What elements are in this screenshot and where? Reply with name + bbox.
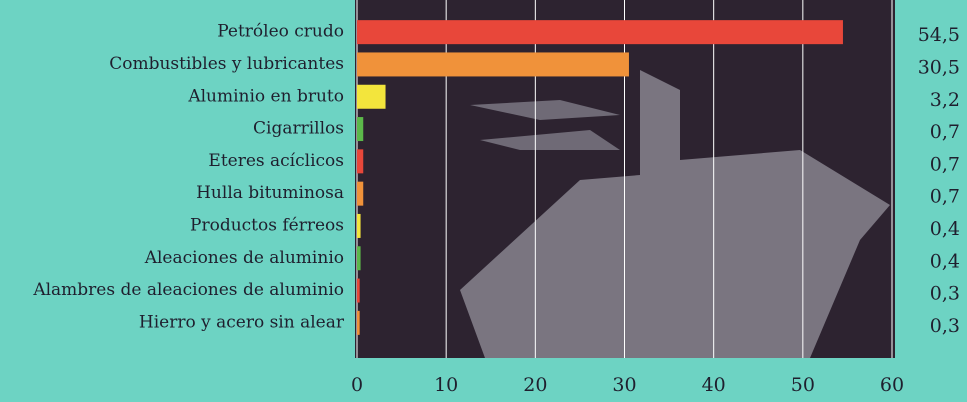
value-label: 30,5: [918, 56, 960, 78]
bar: [357, 84, 386, 109]
x-tick-label: 10: [434, 374, 458, 396]
y-tick-label: Cigarrillos: [253, 119, 344, 139]
x-tick-label: 20: [523, 374, 547, 396]
y-tick-label: Productos férreos: [190, 215, 344, 235]
bar: [357, 213, 361, 238]
y-tick-label: Alambres de aleaciones de aluminio: [32, 280, 344, 300]
ship-decoration: [460, 70, 890, 358]
value-label: 0,4: [930, 250, 960, 272]
value-label: 0,7: [930, 121, 960, 143]
bar: [357, 149, 364, 174]
bar: [357, 310, 360, 335]
smoke-decoration: [470, 100, 620, 120]
value-label: 0,3: [930, 283, 960, 305]
x-tick-label: 50: [791, 374, 815, 396]
x-tick-label: 0: [351, 374, 363, 396]
bar: [357, 117, 364, 142]
x-tick-label: 30: [612, 374, 636, 396]
bar: [357, 246, 361, 271]
bar: [357, 52, 629, 77]
bar: [357, 20, 843, 45]
y-tick-label: Combustibles y lubricantes: [109, 54, 344, 74]
y-tick-label: Eteres acíclicos: [208, 151, 344, 171]
value-label: 0,7: [930, 153, 960, 175]
bar: [357, 278, 360, 303]
y-tick-label: Aluminio en bruto: [187, 86, 344, 106]
y-tick-label: Hulla bituminosa: [196, 183, 344, 203]
value-label: 3,2: [930, 89, 960, 111]
value-label: 0,4: [930, 218, 960, 240]
smoke-decoration: [480, 130, 620, 150]
value-label: 0,7: [930, 186, 960, 208]
x-tick-label: 60: [880, 374, 904, 396]
value-label: 0,3: [930, 315, 960, 337]
y-tick-label: Hierro y acero sin alear: [139, 312, 345, 332]
y-tick-label: Aleaciones de aluminio: [144, 248, 344, 268]
value-label: 54,5: [918, 24, 960, 46]
y-tick-label: Petróleo crudo: [217, 22, 344, 42]
bar: [357, 181, 364, 206]
x-tick-label: 40: [702, 374, 726, 396]
